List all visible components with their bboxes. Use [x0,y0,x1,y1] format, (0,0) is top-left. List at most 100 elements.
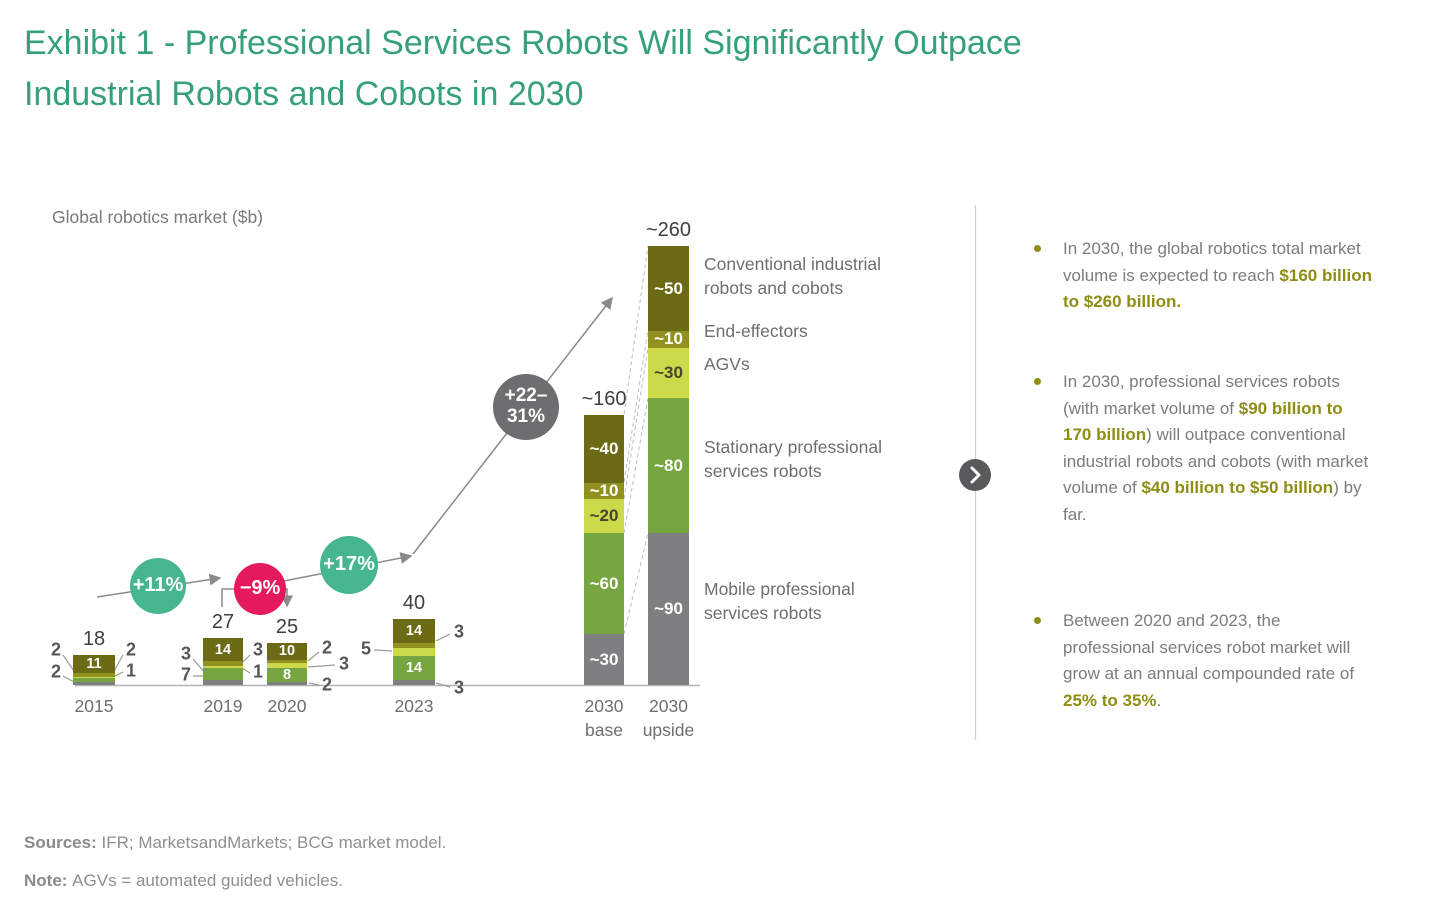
insight-highlight: $40 billion to $50 billion [1141,478,1334,497]
bar-segment-value: ~90 [654,599,683,619]
footer-label: Note: [24,871,73,890]
bar-callout: 3 [338,653,350,674]
bar-segment-stationary: ~80 [648,398,689,534]
bar-segment-mobile [267,681,307,685]
bar-segment-value: 8 [282,666,292,683]
bar-segment-value: ~30 [589,649,619,669]
bar-segment-agv: ~30 [648,347,689,399]
legend-item-mobile: Mobile professional services robots [704,579,855,623]
bar-segment-mobile: ~90 [648,533,689,685]
insight-item: Between 2020 and 2023, the professional … [1028,608,1372,714]
insight-item: In 2030, the global robotics total marke… [1028,236,1372,316]
bar-segment-stationary [73,678,115,682]
bar-total-label: ~160 [581,388,627,411]
x-axis-label: 2023 [394,696,434,716]
bar-segment-agv: ~20 [584,499,624,534]
bar-segment-value: ~10 [589,480,619,500]
footer-text: AGVs = automated guided vehicles. [72,871,343,890]
bar-segment-value: 14 [405,623,423,639]
growth-badge: +17% [320,536,378,594]
legend-item-stationary: Stationary professional services robots [704,437,883,481]
bar-segment-endeffector [73,673,115,677]
bar-total-label: ~260 [645,219,692,242]
bar-segment-agv [203,666,243,669]
bar-segment-value: ~20 [589,506,619,526]
legend-item-agv: AGVs [704,354,750,374]
bar-segment-agv [393,647,435,657]
bar-segment-endeffector [267,659,307,664]
x-axis-label: 2030 base [584,696,624,740]
growth-badge-text: +22– [504,385,548,407]
growth-badge: +22– 31% [493,374,559,440]
bar-segment-conventional: 10 [267,642,307,660]
footer-note: Note: AGVs = automated guided vehicles. [24,871,343,891]
insight-plain: In 2030, professional services robots (w… [1063,372,1340,418]
bar-segment-agv [73,676,115,679]
chevron-right-icon [970,466,981,484]
insight-highlight: $90 billion to 170 billion [1063,398,1343,445]
growth-badge-text: 31% [506,406,546,427]
bar-segment-mobile [203,679,243,685]
footer-text: IFR; MarketsandMarkets; BCG market model… [101,833,447,852]
footer-sources: Sources: IFR; MarketsandMarkets; BCG mar… [24,833,446,853]
legend-item-conventional: Conventional industrial robots and cobot… [704,254,882,298]
growth-badge-text: −9% [239,577,281,600]
bar-segment-value: 14 [214,641,232,658]
bar-total-label: 18 [82,627,106,650]
exhibit-title-line2: Industrial Robots and Cobots in 2030 [24,75,584,113]
bar-callout: 3 [453,621,465,642]
insight-plain: Between 2020 and 2023, the professional … [1063,611,1355,683]
bar-callout: 2 [50,661,62,682]
x-axis-label: 2030 upside [642,696,695,740]
insight-plain: . [1156,690,1162,710]
bar-segment-conventional: ~50 [648,246,689,331]
bar-segment-value: ~50 [654,278,683,298]
bar-segment-agv [267,663,307,669]
bullet-icon [1034,617,1041,624]
insight-text: In 2030, the global robotics total marke… [1063,236,1372,316]
bar-segment-mobile: ~30 [584,634,624,685]
bar-segment-mobile [73,681,115,685]
bar-total-label: 40 [402,592,426,615]
bar-callout: 2 [50,639,62,660]
insight-item: In 2030, professional services robots (w… [1028,369,1372,528]
bar-callout: 2 [125,639,137,660]
insight-plain: In 2030, the global robotics total marke… [1063,239,1361,285]
exhibit-title-line1: Exhibit 1 - Professional Services Robots… [24,24,1022,62]
bar-segment-value: 14 [405,660,423,677]
bar-callout: 1 [252,661,264,682]
bar-callout: 1 [125,660,137,681]
x-axis-label: 2019 [203,696,243,716]
bar-segment-conventional: 14 [393,619,435,643]
bar-segment-stationary: 14 [393,656,435,680]
insight-highlight: 25% to 35% [1063,690,1157,710]
bar-segment-value: ~60 [589,573,619,593]
x-axis-label: 2020 [267,696,307,716]
exhibit-title: Exhibit 1 - Professional Services Robots… [24,18,1022,120]
bar-total-label: 25 [275,615,299,638]
bar-callout: 3 [180,643,192,664]
insight-text: Between 2020 and 2023, the professional … [1063,608,1372,714]
chart-axis-title: Global robotics market ($b) [52,207,264,227]
insight-text: In 2030, professional services robots (w… [1063,369,1372,528]
bar-total-label: 27 [211,610,235,633]
bar-segment-conventional: 14 [203,637,243,662]
next-button[interactable] [959,459,991,491]
bar-callout: 5 [360,638,372,659]
growth-badge: −9% [234,563,286,615]
bar-segment-value: ~40 [589,438,619,458]
bar-segment-value: ~80 [654,455,683,475]
legend-item-endeffector: End-effectors [704,321,808,341]
bar-callout: 2 [321,637,333,658]
bar-segment-endeffector [203,661,243,667]
insight-highlight: $160 billion to $260 billion. [1063,265,1372,312]
bar-callout: 3 [252,639,264,660]
growth-badge: +11% [130,558,186,614]
bar-segment-value: ~30 [654,362,683,382]
bar-segment-endeffector: ~10 [584,480,624,500]
x-axis-label: 2015 [74,696,114,716]
insight-plain: ) will outpace conventional industrial r… [1063,425,1369,497]
bar-segment-stationary [203,668,243,680]
